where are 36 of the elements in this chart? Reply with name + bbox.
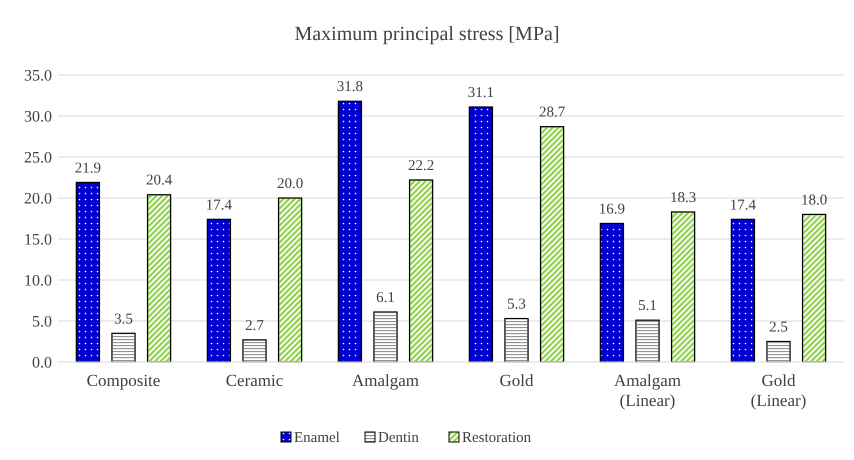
chart-title: Maximum principal stress [MPa] <box>294 23 560 45</box>
data-label: 2.5 <box>769 320 788 336</box>
data-label: 20.4 <box>146 172 173 189</box>
x-tick-label: Gold (Linear) <box>750 371 806 410</box>
data-label: 31.1 <box>468 84 494 101</box>
data-label: 20.0 <box>276 176 304 192</box>
data-label: 16.9 <box>598 201 626 218</box>
data-label: 2.7 <box>245 318 264 334</box>
y-tick-label: 20.0 <box>24 190 52 208</box>
y-tick-label: 25.0 <box>24 150 52 167</box>
x-tick-label: Amalgam (Linear) <box>614 371 682 410</box>
y-tick-label: 5.0 <box>32 314 52 331</box>
x-tick-label: Amalgam <box>352 371 420 390</box>
data-label: 21.9 <box>74 160 102 176</box>
legend-label: Dentin <box>378 430 420 446</box>
data-label: 22.2 <box>408 158 434 174</box>
y-tick-label: 35.0 <box>24 68 52 85</box>
data-label: 18.0 <box>800 192 828 208</box>
y-tick-label: 30.0 <box>24 108 52 126</box>
data-label: 31.8 <box>336 79 364 96</box>
data-label: 18.3 <box>670 190 696 206</box>
legend-label: Restoration <box>462 430 532 446</box>
x-tick-label: Composite <box>86 371 160 390</box>
data-label: 5.1 <box>638 298 657 314</box>
data-label: 6.1 <box>376 290 395 306</box>
data-label: 5.3 <box>507 296 526 313</box>
data-label: 3.5 <box>114 311 133 328</box>
data-label: 28.7 <box>538 104 566 121</box>
x-tick-label: Ceramic <box>226 371 284 390</box>
data-label: 17.4 <box>730 197 757 214</box>
data-label: 17.4 <box>206 197 233 214</box>
legend-label: Enamel <box>294 430 340 446</box>
y-tick-label: 10.0 <box>24 272 52 290</box>
y-tick-label: 15.0 <box>24 232 52 249</box>
y-tick-label: 0.0 <box>32 354 52 372</box>
x-tick-label: Gold <box>500 371 534 390</box>
